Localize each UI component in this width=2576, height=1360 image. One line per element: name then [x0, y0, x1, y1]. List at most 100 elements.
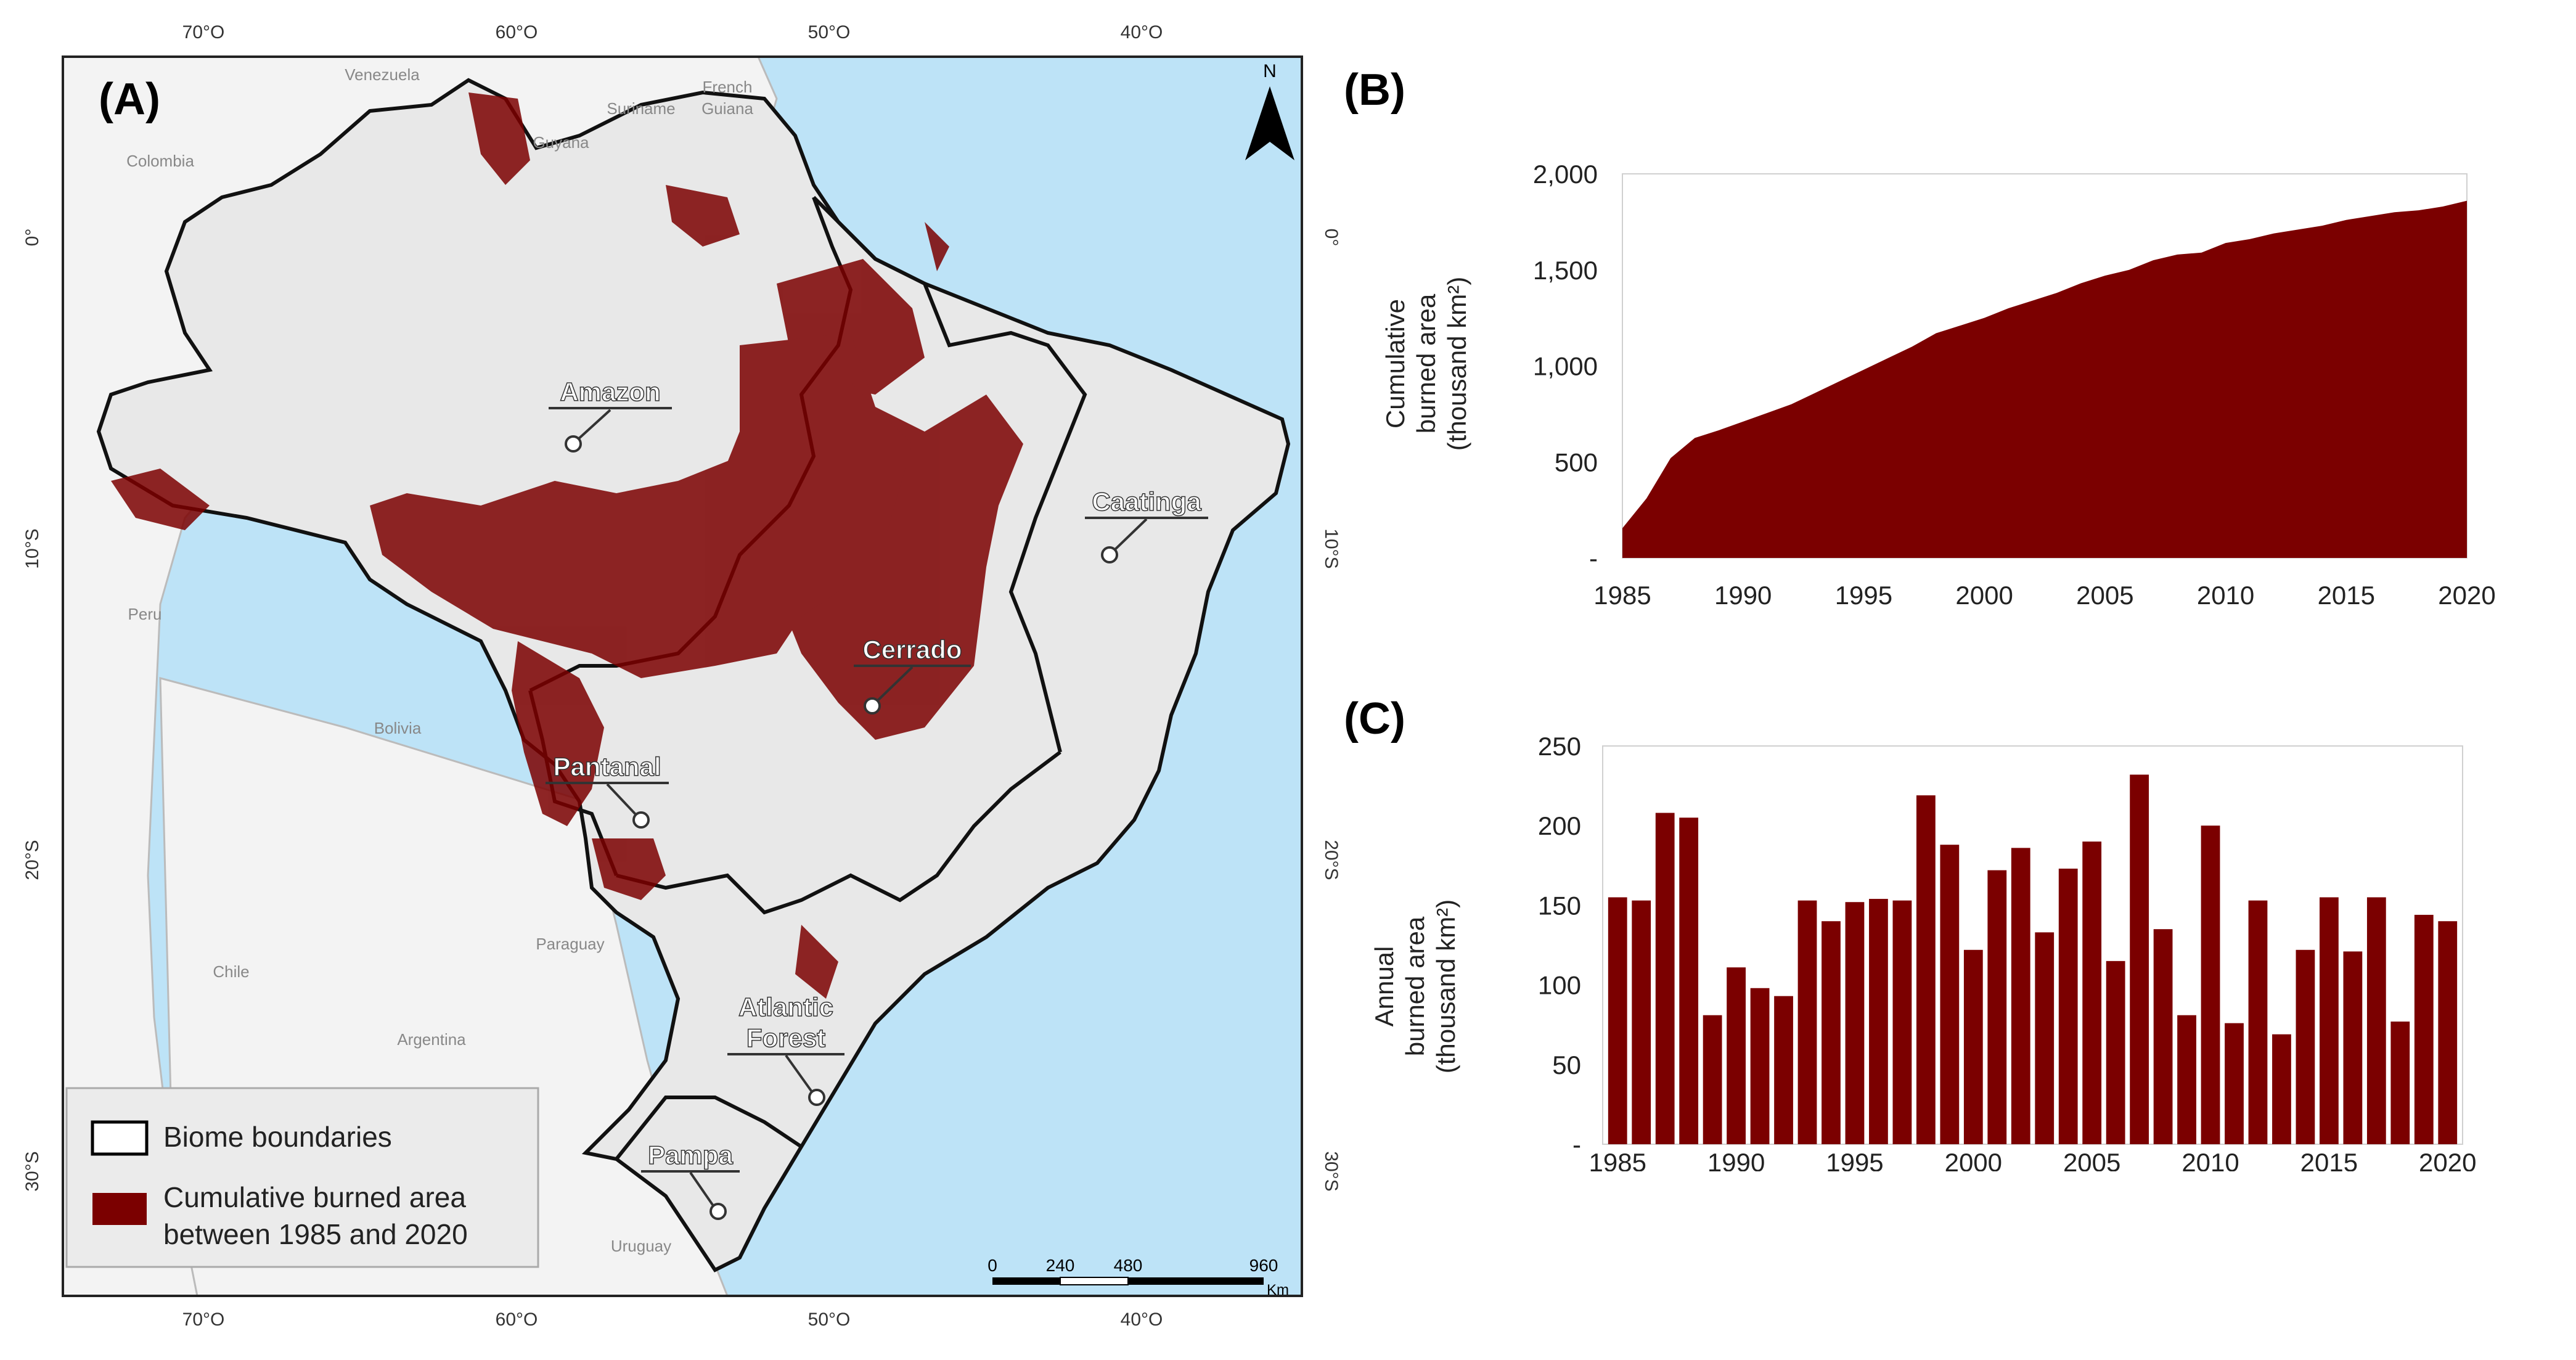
chart-c-y-tick: 150 — [1538, 891, 1581, 920]
country-bolivia: Bolivia — [374, 719, 422, 737]
biome-pantanal-label: Pantanal — [553, 752, 661, 781]
lat-right-1: 0° — [1321, 229, 1341, 247]
scale-label-480: 480 — [1114, 1256, 1143, 1275]
chart-b-x-ticks: 1985 1990 1995 2000 2005 2010 2015 2020 — [1593, 581, 2495, 610]
lat-left-1: 0° — [22, 229, 43, 247]
map-panel: 70°O 60°O 50°O 40°O 70°O 60°O 50°O 40°O … — [22, 22, 1341, 1330]
country-labels: Venezuela Guyana Suriname French Guiana … — [126, 65, 753, 1255]
chart-c-y-ticks: - 50 100 150 200 250 — [1538, 732, 1581, 1159]
chart-c-bar — [1727, 967, 1746, 1144]
legend-burned-swatch — [92, 1193, 147, 1225]
chart-b-y-tick: 500 — [1555, 448, 1598, 477]
chart-c-bar — [1822, 921, 1841, 1144]
chart-c-ylabel-1: Annual — [1370, 946, 1399, 1027]
scale-label-0: 0 — [987, 1256, 997, 1275]
chart-c-bar — [1632, 900, 1651, 1144]
lon-top-2: 60°O — [496, 22, 538, 43]
chart-c: (C) Annual burned area (thousand km²) - 5… — [1344, 694, 2477, 1171]
chart-c-x-ticks: 1985 1990 1995 2000 2005 2010 2015 2020 — [1589, 1148, 2477, 1171]
biome-atlantic-label: Atlantic — [738, 993, 833, 1022]
chart-b-x-tick: 2000 — [1955, 581, 2013, 610]
chart-c-x-tick: 1995 — [1826, 1148, 1883, 1171]
chart-c-bar — [2438, 921, 2458, 1144]
scale-bar: 0 240 480 960 Km — [987, 1256, 1289, 1298]
lon-labels-top: 70°O 60°O 50°O 40°O — [182, 22, 1163, 43]
country-suriname: Suriname — [607, 99, 675, 118]
chart-c-bar — [2414, 914, 2434, 1144]
lat-right-4: 30°S — [1321, 1151, 1341, 1191]
lon-bottom-1: 70°O — [182, 1309, 225, 1330]
lat-right-2: 10°S — [1321, 528, 1341, 568]
chart-c-bar — [2130, 774, 2149, 1144]
chart-b-y-tick: - — [1589, 544, 1598, 573]
chart-c-bar — [1797, 900, 1817, 1144]
lon-bottom-3: 50°O — [808, 1309, 851, 1330]
biome-forest-label: Forest — [746, 1023, 825, 1052]
map-legend: Biome boundaries Cumulative burned area … — [65, 1087, 539, 1268]
chart-c-bar — [1608, 897, 1627, 1144]
chart-b-ylabel-3: (thousand km²) — [1442, 277, 1471, 451]
chart-c-y-tick: 100 — [1538, 971, 1581, 1000]
country-peru: Peru — [128, 605, 162, 623]
scale-unit: Km — [1267, 1282, 1289, 1298]
map-frame — [62, 55, 1303, 1297]
chart-b-x-tick: 2005 — [2076, 581, 2133, 610]
legend-boundary-label: Biome boundaries — [163, 1121, 392, 1153]
biome-pampa-label: Pampa — [648, 1141, 733, 1170]
chart-c-bar — [2272, 1034, 2291, 1144]
country-uruguay: Uruguay — [611, 1237, 671, 1255]
panel-label-a: (A) — [99, 75, 160, 124]
chart-c-x-tick: 2005 — [2063, 1148, 2120, 1171]
scale-label-960: 960 — [1249, 1256, 1278, 1275]
chart-c-bar — [1845, 902, 1865, 1144]
chart-c-x-tick: 1985 — [1589, 1148, 1646, 1171]
north-arrow-icon: N — [1245, 61, 1294, 160]
chart-c-bar — [1655, 813, 1675, 1144]
country-venezuela: Venezuela — [345, 65, 420, 84]
chart-c-x-tick: 2000 — [1945, 1148, 2002, 1171]
chart-c-ylabel: Annual burned area (thousand km²) — [1370, 899, 1460, 1073]
panel-label-c: (C) — [1344, 694, 1405, 743]
biome-caatinga: Caatinga — [1085, 486, 1208, 563]
chart-c-bar — [2201, 825, 2220, 1144]
biome-cerrado-label: Cerrado — [862, 635, 962, 664]
chart-c-bar — [1750, 988, 1770, 1144]
chart-c-y-tick: 250 — [1538, 732, 1581, 761]
chart-b-x-tick: 1995 — [1835, 581, 1892, 610]
country-argentina: Argentina — [397, 1030, 466, 1049]
chart-c-bar — [2366, 897, 2386, 1144]
chart-c-bar — [2011, 848, 2030, 1144]
chart-c-bar — [2225, 1023, 2244, 1144]
lon-top-1: 70°O — [182, 22, 225, 43]
biome-atlantic-forest: Atlantic Forest — [727, 992, 844, 1106]
chart-c-x-tick: 2010 — [2181, 1148, 2239, 1171]
lat-left-2: 10°S — [22, 528, 43, 568]
chart-c-bar — [2296, 949, 2315, 1144]
chart-c-x-tick: 1990 — [1707, 1148, 1765, 1171]
chart-b-x-tick: 1990 — [1714, 581, 1772, 610]
chart-c-bar — [2035, 932, 2055, 1144]
biome-pampa: Pampa — [641, 1140, 740, 1220]
chart-b-x-tick: 2020 — [2438, 581, 2495, 610]
chart-c-bar — [1963, 949, 1983, 1144]
lon-bottom-2: 60°O — [496, 1309, 538, 1330]
chart-b-y-ticks: - 500 1,000 1,500 2,000 — [1533, 160, 1598, 573]
chart-b-x-tick: 1985 — [1593, 581, 1651, 610]
country-guiana: Guiana — [701, 99, 753, 118]
chart-c-bar — [1940, 845, 1960, 1144]
chart-b-area — [1622, 200, 2467, 558]
country-paraguay: Paraguay — [536, 935, 604, 953]
chart-c-y-tick: 200 — [1538, 811, 1581, 840]
chart-c-bar — [1916, 795, 1936, 1144]
lat-labels-right: 0° 10°S 20°S 30°S — [1321, 229, 1341, 1192]
country-colombia: Colombia — [126, 152, 194, 170]
chart-c-bar — [2082, 842, 2102, 1144]
lon-top-4: 40°O — [1121, 22, 1163, 43]
chart-c-bar — [2177, 1015, 2196, 1144]
country-chile: Chile — [213, 962, 249, 981]
lat-left-3: 20°S — [22, 840, 43, 880]
lon-bottom-4: 40°O — [1121, 1309, 1163, 1330]
chart-b-y-tick: 2,000 — [1533, 160, 1598, 189]
chart-c-bar — [1869, 899, 1888, 1144]
north-label: N — [1263, 61, 1277, 81]
